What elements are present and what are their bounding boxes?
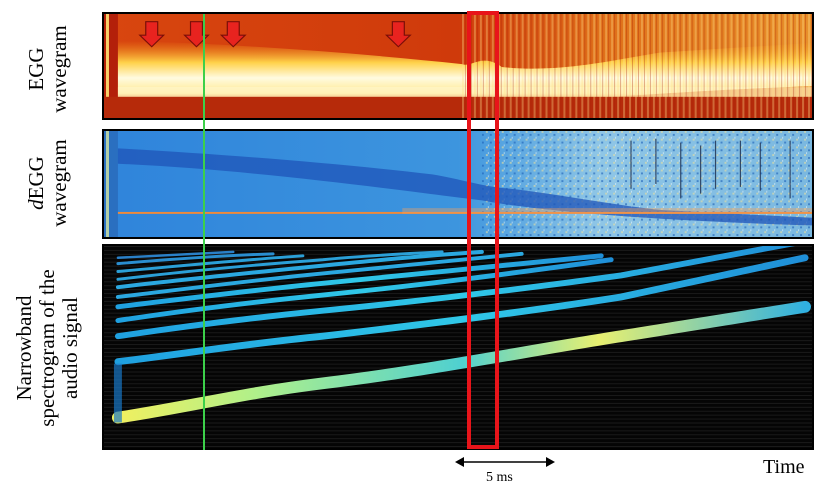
degg-panel-label: dEGG wavegram — [24, 123, 71, 243]
egg-label-line2: wavegram — [47, 25, 71, 113]
scale-bar — [455, 457, 555, 467]
spectrogram-label-line3: audio signal — [58, 296, 82, 400]
time-axis-label: Time — [763, 456, 805, 478]
down-arrow-icon-1 — [138, 21, 166, 48]
spectrogram-label-line2: spectrogram of the — [35, 269, 59, 427]
scale-bar-label: 5 ms — [486, 470, 513, 485]
down-arrow-icon-3 — [219, 21, 247, 48]
spectrogram-panel-label: Narrowband spectrogram of the audio sign… — [12, 248, 83, 448]
spectrogram-panel — [102, 244, 814, 450]
egg-panel-label: EGG wavegram — [24, 9, 71, 129]
degg-label-line1: dEGG — [24, 123, 48, 243]
egg-label-line1: EGG — [24, 47, 48, 91]
degg-wavegram-image — [104, 131, 812, 237]
egg-wavegram-panel — [102, 12, 814, 120]
degg-label-italic: d — [24, 199, 48, 210]
right-arrowhead-icon — [546, 457, 555, 467]
egg-arrow-markers — [138, 21, 412, 48]
spectrogram-label-line1: Narrowband — [12, 295, 36, 401]
degg-label-line2: wavegram — [47, 139, 71, 227]
degg-label-rest: EGG — [24, 156, 48, 200]
down-arrow-icon-4 — [384, 21, 412, 48]
egg-wavegram-image — [104, 14, 812, 118]
down-arrow-icon-2 — [183, 21, 210, 48]
spectrogram-image — [104, 246, 812, 448]
cursor-line — [203, 14, 205, 450]
degg-wavegram-panel — [102, 129, 814, 239]
left-arrowhead-icon — [455, 457, 464, 467]
highlight-box — [467, 11, 499, 449]
